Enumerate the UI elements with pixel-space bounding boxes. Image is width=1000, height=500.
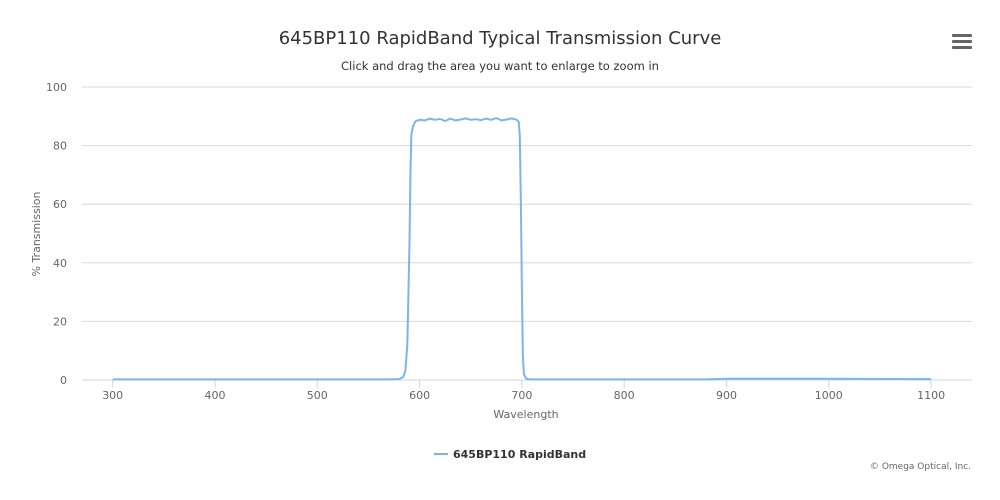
y-tick-label: 0 <box>60 374 67 387</box>
gridlines <box>82 86 972 381</box>
legend[interactable]: 645BP110 RapidBand <box>434 448 586 461</box>
y-axis-label: % Transmission <box>30 191 43 276</box>
x-tick-label: 300 <box>102 389 123 402</box>
x-tick-label: 400 <box>204 389 225 402</box>
series-line-645bp110-rapidband[interactable] <box>112 117 932 381</box>
x-tick-label: 600 <box>409 389 430 402</box>
y-tick-label: 100 <box>46 81 67 94</box>
x-axis-label: Wavelength <box>493 408 558 421</box>
y-tick-label: 60 <box>53 198 67 211</box>
x-tick-label: 500 <box>307 389 328 402</box>
y-tick-label: 20 <box>53 315 67 328</box>
x-axis: 300 400 500 600 700 800 900 1000 1100 <box>102 380 945 402</box>
x-tick-label: 900 <box>716 389 737 402</box>
chart-subtitle: Click and drag the area you want to enla… <box>341 59 659 73</box>
y-tick-label: 40 <box>53 257 67 270</box>
menu-bar <box>952 46 972 49</box>
y-axis: 0 20 40 60 80 100 <box>46 81 67 387</box>
x-tick-label: 700 <box>511 389 532 402</box>
series-layer[interactable] <box>112 117 932 381</box>
x-tick-label: 1000 <box>815 389 843 402</box>
x-tick-label: 1100 <box>917 389 945 402</box>
hamburger-menu-icon[interactable] <box>952 34 972 50</box>
credits-text[interactable]: © Omega Optical, Inc. <box>869 462 971 472</box>
menu-bar <box>952 40 972 43</box>
chart-title: 645BP110 RapidBand Typical Transmission … <box>278 28 722 49</box>
y-tick-label: 80 <box>53 140 67 153</box>
x-tick-label: 800 <box>614 389 635 402</box>
legend-series-label[interactable]: 645BP110 RapidBand <box>453 448 586 461</box>
menu-bar <box>952 34 972 37</box>
